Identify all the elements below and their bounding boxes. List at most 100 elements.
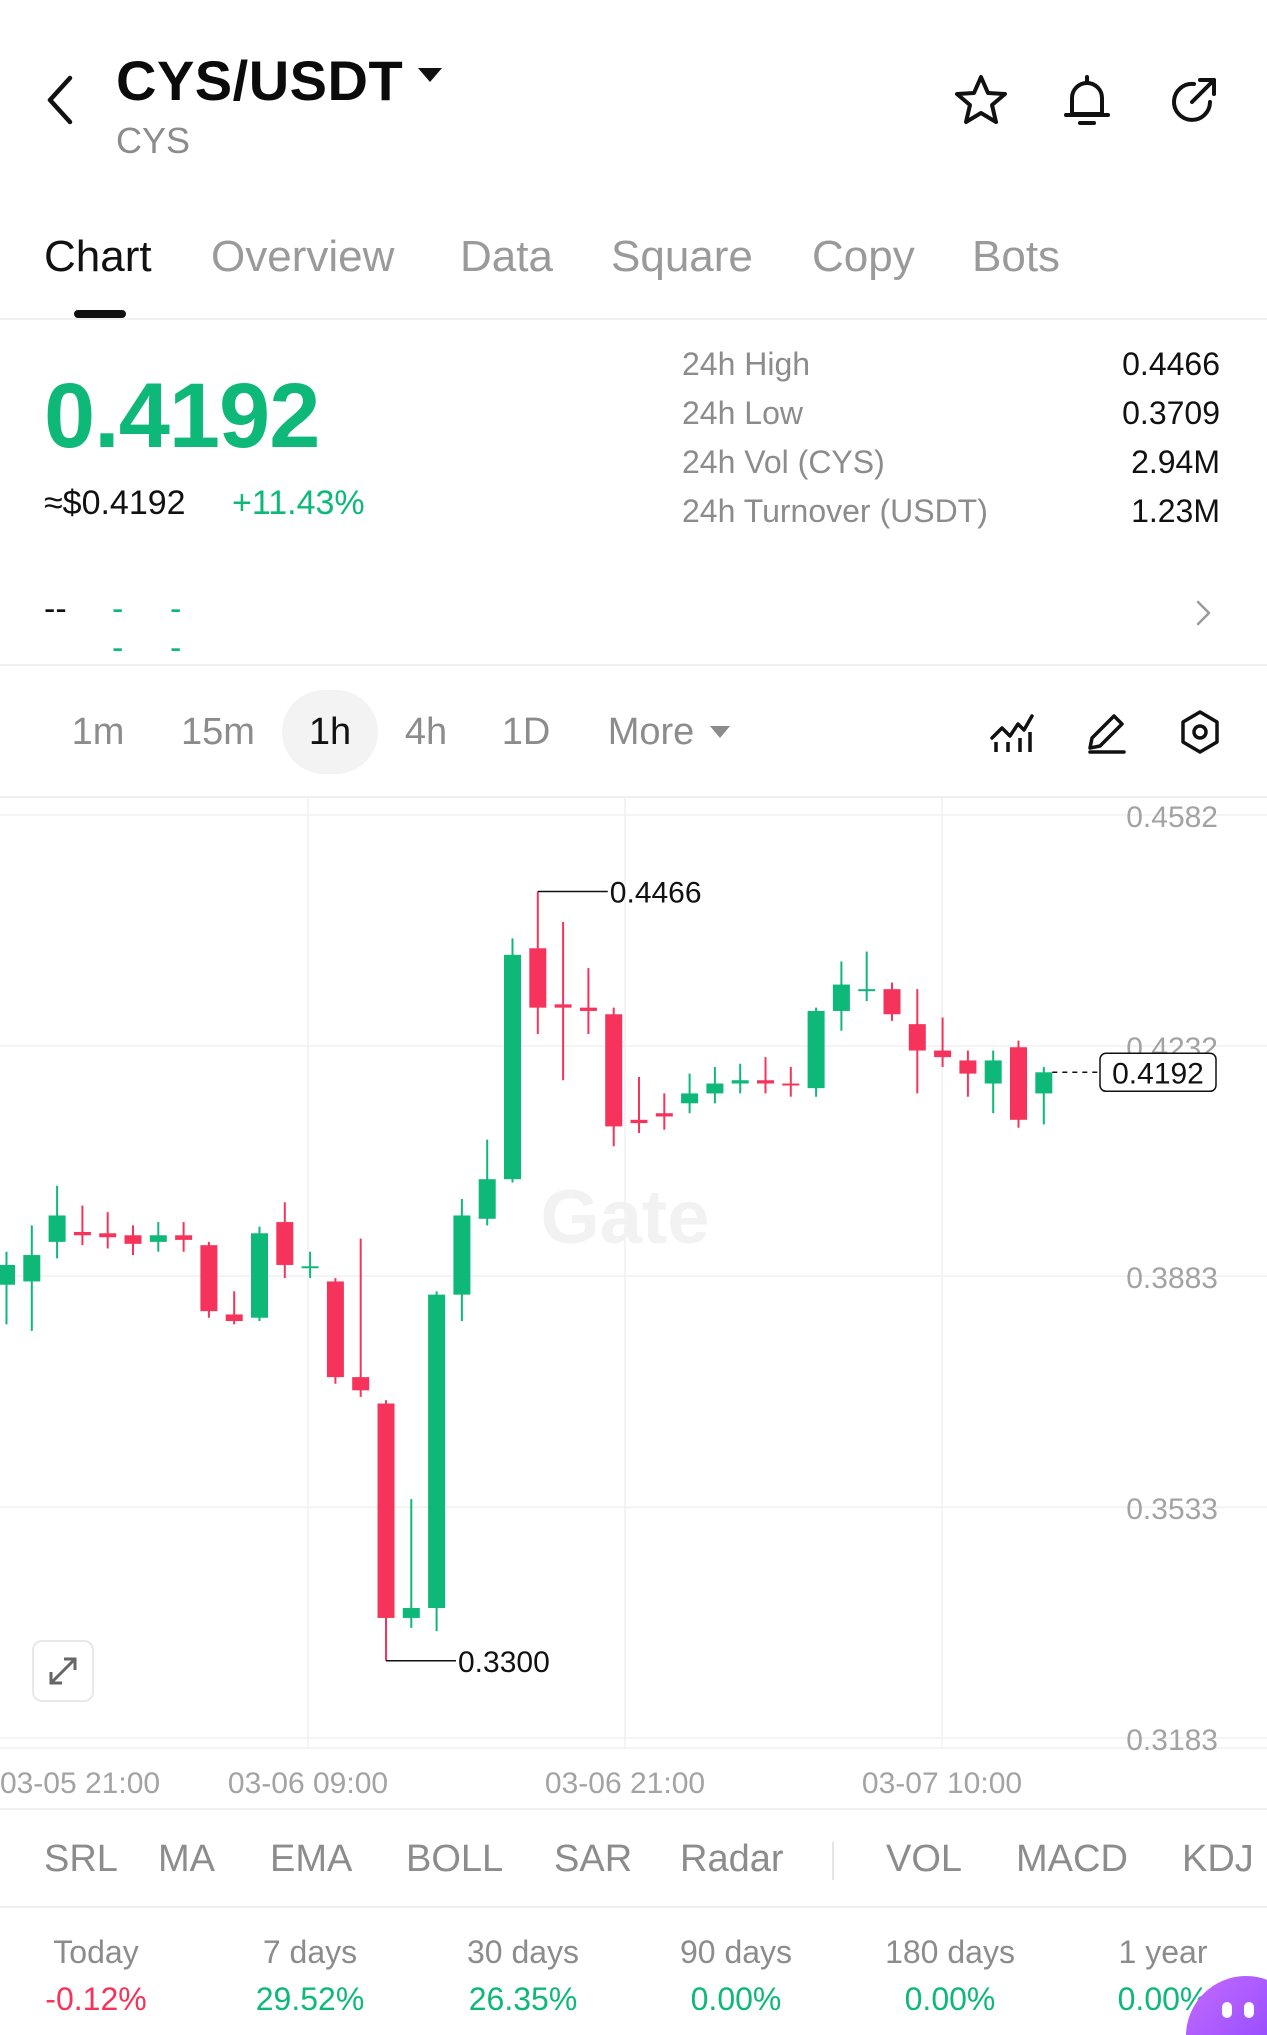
- more-caret-icon[interactable]: [710, 726, 730, 738]
- candle-body: [605, 1014, 623, 1127]
- tab-overview[interactable]: Overview: [211, 232, 395, 281]
- candle-body: [23, 1255, 41, 1282]
- expand-chart-button[interactable]: [32, 1640, 94, 1702]
- candle-body: [706, 1083, 724, 1094]
- back-icon[interactable]: [40, 70, 84, 130]
- tab-copy[interactable]: Copy: [812, 232, 915, 281]
- candle-body: [48, 1215, 66, 1242]
- period-value: 0.00%: [904, 1981, 996, 2017]
- indicator-ema[interactable]: EMA: [270, 1838, 353, 1880]
- interval-more[interactable]: More: [607, 711, 695, 753]
- period-value: 26.35%: [468, 1981, 578, 2017]
- indicator-icon[interactable]: [988, 708, 1036, 756]
- candle-body: [858, 989, 876, 992]
- dash-placeholder: --: [112, 590, 124, 667]
- chevron-right-icon[interactable]: [1190, 596, 1216, 630]
- pair-dropdown-caret-icon[interactable]: [418, 68, 442, 82]
- price-usd-equivalent: ≈$0.4192: [44, 484, 186, 522]
- candle-body: [326, 1281, 344, 1378]
- stat-value: 0.3709: [1122, 395, 1220, 431]
- interval-15m[interactable]: 15m: [181, 711, 255, 753]
- low-price-label: 0.3300: [458, 1646, 550, 1679]
- candle-body: [0, 1264, 15, 1285]
- tab-chart[interactable]: Chart: [44, 232, 152, 281]
- period-value: 0.00%: [690, 1981, 782, 2017]
- indicator-separator: [832, 1842, 834, 1880]
- candle-body: [200, 1245, 218, 1312]
- interval-1h[interactable]: 1h: [282, 690, 378, 774]
- candle-body: [377, 1403, 395, 1618]
- period-label: 90 days: [679, 1934, 793, 1970]
- candle-body: [73, 1231, 91, 1236]
- indicator-ma[interactable]: MA: [158, 1838, 215, 1880]
- indicator-sar[interactable]: SAR: [554, 1838, 633, 1880]
- settings-hex-icon[interactable]: [1176, 708, 1224, 756]
- placeholder-dash-row[interactable]: -- -- --: [44, 590, 181, 667]
- dash-placeholder: --: [170, 590, 182, 667]
- candle-body: [276, 1222, 294, 1265]
- share-icon[interactable]: [1164, 72, 1222, 130]
- x-axis-tick-label: 03-06 09:00: [228, 1767, 388, 1798]
- candle-body: [630, 1119, 648, 1124]
- tab-square[interactable]: Square: [611, 232, 753, 281]
- interval-bar: 1m 15m 1h 4h 1D More: [0, 690, 1267, 776]
- candle-body: [1010, 1047, 1027, 1120]
- candle-body: [757, 1080, 774, 1084]
- candle-body: [655, 1113, 673, 1117]
- last-price-tag: [1099, 1052, 1217, 1093]
- dash-placeholder: --: [44, 590, 67, 628]
- bell-icon[interactable]: [1058, 72, 1116, 130]
- indicator-kdj[interactable]: KDJ: [1182, 1838, 1254, 1880]
- stat-row-volume: 24h Vol (CYS) 2.94M: [682, 444, 1220, 493]
- stat-row-low: 24h Low 0.3709: [682, 395, 1220, 444]
- header: CYS/USDT CYS: [0, 0, 1267, 190]
- indicator-boll[interactable]: BOLL: [406, 1838, 504, 1880]
- stat-row-turnover: 24h Turnover (USDT) 1.23M: [682, 493, 1220, 542]
- indicator-macd[interactable]: MACD: [1016, 1838, 1128, 1880]
- indicator-vol[interactable]: VOL: [886, 1838, 963, 1880]
- interval-4h[interactable]: 4h: [404, 711, 448, 753]
- y-axis-tick-label: 0.3883: [1126, 1262, 1218, 1295]
- candle-body: [99, 1233, 117, 1238]
- active-tab-indicator: [74, 310, 126, 318]
- stat-value: 1.23M: [1131, 493, 1220, 529]
- price-change-percent: +11.43%: [232, 484, 365, 522]
- candlestick-chart[interactable]: Gate 0.4582 0.4232 0.3883 0.3533 0.3183 03-05 …: [0, 798, 1267, 1798]
- period-today: Today -0.12%: [6, 1934, 186, 2018]
- stat-label: 24h Vol (CYS): [682, 444, 885, 480]
- pair-title[interactable]: CYS/USDT: [116, 49, 404, 112]
- watermark-logo: Gate: [541, 1175, 710, 1260]
- star-icon[interactable]: [952, 72, 1010, 130]
- interval-1d[interactable]: 1D: [501, 711, 551, 753]
- assistant-eye-icon: [1222, 2002, 1232, 2018]
- high-price-label: 0.4466: [610, 877, 702, 910]
- candle-body: [681, 1093, 699, 1104]
- candle-body: [908, 1024, 926, 1051]
- interval-1m[interactable]: 1m: [71, 711, 125, 753]
- candle-body: [984, 1060, 1002, 1084]
- candle-body: [934, 1050, 952, 1058]
- indicator-radar[interactable]: Radar: [680, 1838, 784, 1880]
- divider: [0, 796, 1267, 798]
- candle-body: [301, 1266, 319, 1269]
- candle-body: [352, 1377, 370, 1391]
- candle-body: [504, 954, 521, 1180]
- stat-label: 24h High: [682, 346, 811, 382]
- period-label: 1 year: [1118, 1934, 1208, 1970]
- candle-body: [124, 1235, 142, 1244]
- candle-body: [731, 1080, 749, 1084]
- candle-body: [402, 1608, 420, 1618]
- indicator-bar: SRL MA EMA BOLL SAR Radar VOL MACD KDJ: [0, 1808, 1267, 1908]
- tab-data[interactable]: Data: [460, 232, 553, 281]
- draw-pen-icon[interactable]: [1082, 708, 1130, 756]
- period-label: 180 days: [885, 1934, 1015, 1970]
- candle-body: [428, 1294, 446, 1609]
- indicator-srl[interactable]: SRL: [44, 1838, 118, 1880]
- y-axis-tick-label: 0.4582: [1126, 801, 1218, 834]
- candle-body: [529, 948, 547, 1008]
- period-value: -0.12%: [45, 1981, 147, 2017]
- period-180-days: 180 days 0.00%: [860, 1934, 1040, 2018]
- chart-canvas[interactable]: Gate0.45820.42320.38830.35330.318303-05 …: [0, 798, 1267, 1798]
- stat-value: 0.4466: [1122, 346, 1220, 382]
- tab-bots[interactable]: Bots: [972, 232, 1061, 281]
